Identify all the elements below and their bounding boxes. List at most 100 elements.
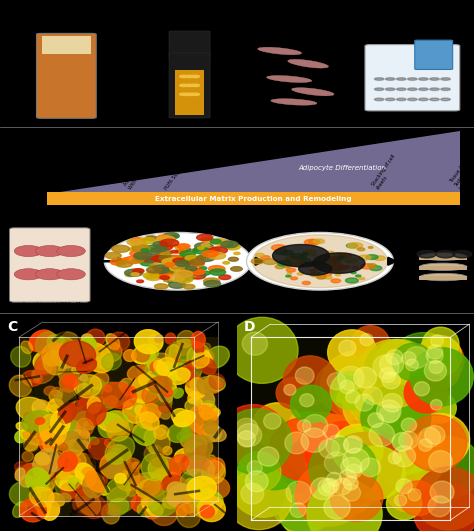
Ellipse shape (61, 439, 73, 449)
Ellipse shape (88, 396, 100, 408)
Circle shape (218, 242, 227, 246)
Ellipse shape (39, 414, 66, 446)
Circle shape (327, 373, 346, 390)
Circle shape (323, 262, 331, 266)
Ellipse shape (135, 405, 146, 416)
Circle shape (252, 403, 302, 449)
Ellipse shape (83, 377, 105, 396)
Circle shape (373, 355, 399, 379)
Circle shape (354, 367, 376, 388)
Circle shape (185, 266, 197, 271)
Ellipse shape (59, 450, 86, 473)
Circle shape (175, 278, 186, 282)
Circle shape (398, 352, 434, 385)
Circle shape (287, 272, 292, 274)
Circle shape (430, 88, 439, 90)
Ellipse shape (173, 360, 194, 376)
Circle shape (286, 275, 291, 277)
Ellipse shape (108, 448, 123, 460)
Ellipse shape (43, 433, 64, 452)
Circle shape (137, 256, 144, 259)
Ellipse shape (87, 397, 101, 413)
Circle shape (337, 255, 346, 259)
Ellipse shape (271, 99, 317, 105)
Ellipse shape (148, 491, 177, 516)
Circle shape (206, 247, 220, 253)
Circle shape (176, 260, 182, 263)
Ellipse shape (193, 490, 223, 511)
Circle shape (176, 276, 192, 283)
Ellipse shape (86, 329, 105, 347)
Circle shape (306, 427, 365, 481)
Ellipse shape (184, 435, 213, 460)
Circle shape (165, 262, 174, 265)
Ellipse shape (26, 476, 37, 487)
Ellipse shape (22, 421, 50, 445)
Circle shape (171, 258, 182, 263)
Circle shape (291, 385, 331, 423)
Ellipse shape (148, 335, 160, 346)
Circle shape (193, 247, 210, 254)
Circle shape (310, 272, 321, 277)
Circle shape (149, 260, 164, 265)
Ellipse shape (194, 348, 212, 364)
Circle shape (104, 233, 251, 290)
Ellipse shape (34, 486, 54, 512)
Ellipse shape (148, 457, 181, 483)
Ellipse shape (106, 504, 120, 516)
Circle shape (185, 258, 194, 262)
FancyBboxPatch shape (251, 337, 450, 520)
Ellipse shape (48, 337, 74, 354)
Ellipse shape (292, 88, 334, 96)
Circle shape (343, 448, 369, 473)
Circle shape (309, 239, 320, 244)
Circle shape (345, 258, 357, 263)
Ellipse shape (173, 388, 183, 398)
Circle shape (212, 239, 228, 245)
Circle shape (285, 256, 299, 262)
Ellipse shape (35, 352, 58, 376)
Ellipse shape (64, 407, 92, 429)
Ellipse shape (54, 414, 75, 433)
Circle shape (330, 372, 372, 410)
Circle shape (151, 255, 166, 262)
Ellipse shape (97, 413, 124, 432)
Ellipse shape (142, 496, 159, 511)
Circle shape (36, 245, 64, 256)
Ellipse shape (36, 332, 58, 355)
Circle shape (185, 255, 199, 261)
Circle shape (327, 445, 388, 500)
Ellipse shape (157, 357, 177, 376)
Circle shape (430, 481, 454, 503)
Circle shape (429, 361, 443, 373)
Ellipse shape (200, 506, 214, 518)
Circle shape (328, 459, 377, 504)
Ellipse shape (158, 470, 169, 481)
Circle shape (185, 84, 194, 87)
Circle shape (299, 262, 332, 275)
Circle shape (285, 432, 309, 454)
Ellipse shape (186, 372, 201, 388)
Ellipse shape (155, 472, 182, 491)
Ellipse shape (131, 476, 150, 487)
Ellipse shape (22, 410, 52, 433)
Circle shape (369, 266, 382, 271)
Circle shape (167, 280, 173, 282)
Text: Tissue Analysis
Supernatant
harvest: Tissue Analysis Supernatant harvest (448, 151, 474, 191)
Ellipse shape (33, 478, 47, 489)
Circle shape (422, 327, 459, 361)
Ellipse shape (107, 419, 133, 435)
Circle shape (160, 239, 179, 246)
Circle shape (171, 263, 189, 270)
Circle shape (441, 78, 450, 80)
Circle shape (154, 246, 168, 252)
Circle shape (341, 457, 362, 477)
Circle shape (331, 279, 341, 282)
Ellipse shape (68, 477, 80, 489)
Ellipse shape (139, 408, 154, 421)
Ellipse shape (184, 478, 201, 495)
Circle shape (404, 373, 448, 413)
Circle shape (319, 439, 339, 458)
Circle shape (291, 254, 303, 259)
Ellipse shape (15, 461, 33, 474)
